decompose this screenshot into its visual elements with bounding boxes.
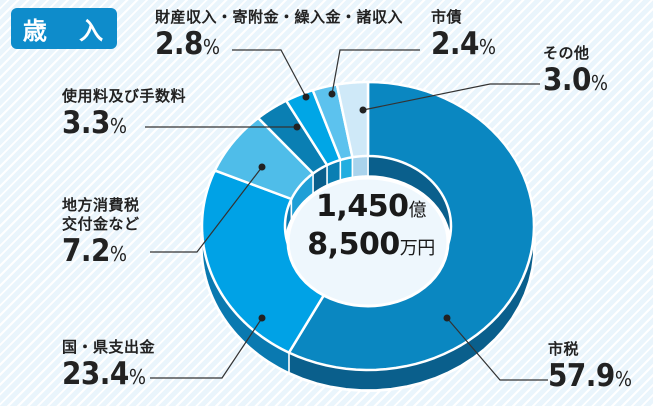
leader-line	[232, 49, 307, 98]
leader-line	[331, 49, 420, 95]
leader-dot	[258, 314, 266, 322]
label-city-bond: 市債 2.4%	[431, 8, 496, 62]
label-national-prefectural: 国・県支出金 23.4%	[62, 338, 156, 392]
leader-dot	[293, 123, 301, 131]
leader-line	[362, 83, 540, 111]
leader-line	[150, 166, 263, 253]
title-badge: 歳 入	[11, 8, 117, 49]
leader-dot	[302, 93, 310, 101]
label-city-tax: 市税 57.9%	[548, 340, 632, 394]
slice-6	[335, 80, 370, 159]
donut-hole	[286, 176, 450, 308]
leader-dot	[328, 90, 336, 98]
leader-dot	[258, 163, 266, 171]
label-usage-fees: 使用料及び手数料 3.3%	[62, 87, 187, 141]
leader-line	[446, 317, 548, 381]
total-amount: 1,450億 8,500万円	[307, 189, 435, 262]
label-property-income: 財産収入・寄附金・繰入金・諸収入 2.8%	[155, 8, 404, 62]
leader-dot	[359, 106, 367, 114]
label-local-consumption-tax: 地方消費税 交付金など 7.2%	[62, 196, 140, 269]
label-other: その他 3.0%	[543, 44, 608, 98]
leader-line	[150, 317, 263, 379]
leader-dot	[443, 314, 451, 322]
